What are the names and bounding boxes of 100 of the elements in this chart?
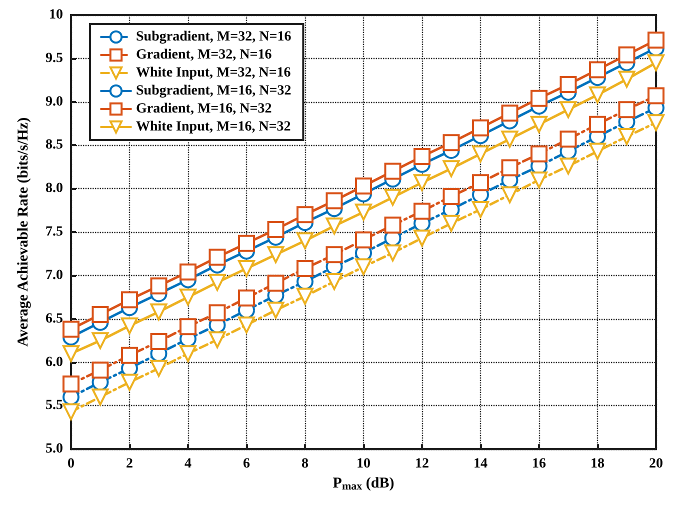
point bbox=[414, 148, 430, 166]
x-tick-label: 16 bbox=[532, 456, 546, 472]
point bbox=[296, 288, 314, 305]
point bbox=[501, 186, 518, 204]
y-tick-label: 7.0 bbox=[46, 268, 63, 283]
point bbox=[238, 234, 255, 252]
point bbox=[62, 375, 80, 392]
point bbox=[92, 306, 109, 324]
point bbox=[589, 61, 606, 78]
point bbox=[208, 274, 226, 291]
legend-label: Subgradient, M=16, N=32 bbox=[136, 84, 292, 98]
point bbox=[384, 162, 402, 180]
point bbox=[150, 277, 168, 294]
legend-label: White Input, M=32, N=16 bbox=[136, 66, 291, 80]
point bbox=[326, 246, 343, 264]
point bbox=[296, 206, 314, 224]
point bbox=[267, 274, 284, 292]
point bbox=[589, 86, 606, 104]
point bbox=[442, 134, 460, 152]
point bbox=[472, 145, 489, 162]
point bbox=[180, 288, 196, 306]
x-tick-label: 10 bbox=[356, 456, 370, 472]
point bbox=[530, 145, 548, 162]
y-tick-label: 5.0 bbox=[46, 442, 63, 457]
point bbox=[355, 178, 372, 195]
y-tick-label: 10 bbox=[49, 8, 63, 22]
point bbox=[121, 317, 138, 334]
point bbox=[589, 116, 606, 133]
y-tick-label: 7.5 bbox=[46, 224, 63, 240]
point bbox=[238, 290, 255, 307]
point bbox=[62, 345, 80, 362]
x-tick-label: 2 bbox=[126, 456, 133, 472]
point bbox=[180, 318, 196, 336]
x-tick-label: 20 bbox=[649, 456, 663, 472]
x-tick-label: 6 bbox=[243, 456, 250, 472]
point bbox=[472, 174, 489, 192]
point bbox=[267, 220, 284, 238]
legend-label: White Input, M=16, N=32 bbox=[136, 120, 291, 134]
y-tick-label: 6.5 bbox=[46, 311, 63, 326]
point bbox=[618, 101, 636, 118]
point bbox=[180, 263, 196, 280]
point bbox=[442, 214, 460, 232]
point bbox=[355, 231, 372, 248]
point bbox=[472, 119, 489, 136]
y-tick-label: 8.5 bbox=[46, 138, 63, 153]
point bbox=[414, 174, 430, 192]
point bbox=[648, 87, 664, 104]
point bbox=[530, 171, 548, 188]
point bbox=[238, 316, 255, 334]
point bbox=[618, 128, 636, 146]
point bbox=[150, 360, 168, 377]
point bbox=[121, 374, 138, 391]
y-axis-title: Average Achievable Rate (bits/s/Hz) bbox=[16, 117, 32, 347]
point bbox=[92, 362, 109, 379]
point bbox=[530, 116, 548, 133]
point bbox=[501, 104, 518, 122]
point bbox=[267, 246, 284, 264]
point bbox=[560, 158, 577, 175]
y-tick-label: 9.5 bbox=[46, 50, 63, 66]
point bbox=[355, 258, 372, 276]
point bbox=[208, 304, 226, 322]
point bbox=[384, 244, 402, 262]
point bbox=[326, 192, 343, 210]
point bbox=[560, 76, 577, 93]
x-tick-label: 4 bbox=[184, 456, 192, 472]
point bbox=[384, 216, 402, 234]
point bbox=[414, 202, 430, 220]
point bbox=[326, 217, 343, 234]
point bbox=[355, 204, 372, 221]
point bbox=[296, 232, 314, 250]
point bbox=[501, 159, 518, 176]
point bbox=[501, 130, 518, 148]
x-tick-label: 0 bbox=[68, 456, 74, 472]
point bbox=[530, 90, 548, 107]
x-tick-label: 8 bbox=[302, 456, 308, 472]
point bbox=[442, 188, 460, 205]
point bbox=[648, 114, 664, 132]
point bbox=[150, 303, 168, 320]
y-tick-label: 6.0 bbox=[46, 354, 63, 370]
point bbox=[121, 346, 138, 364]
point bbox=[92, 388, 109, 406]
legend-label: Gradient, M=32, N=16 bbox=[136, 48, 272, 62]
x-tick-label: 18 bbox=[590, 456, 604, 472]
point bbox=[62, 320, 80, 338]
y-tick-label: 5.5 bbox=[46, 398, 63, 414]
point bbox=[150, 332, 168, 350]
point bbox=[648, 54, 664, 72]
point bbox=[238, 260, 255, 278]
point bbox=[208, 331, 226, 348]
point bbox=[414, 230, 430, 247]
point bbox=[560, 101, 577, 118]
point bbox=[296, 260, 314, 278]
legend-label: Gradient, M=16, N=32 bbox=[136, 102, 272, 116]
point bbox=[589, 142, 606, 160]
point bbox=[92, 332, 109, 350]
point bbox=[121, 291, 138, 308]
point bbox=[326, 273, 343, 290]
point bbox=[267, 302, 284, 319]
x-tick-label: 12 bbox=[415, 456, 429, 472]
point bbox=[62, 403, 80, 420]
